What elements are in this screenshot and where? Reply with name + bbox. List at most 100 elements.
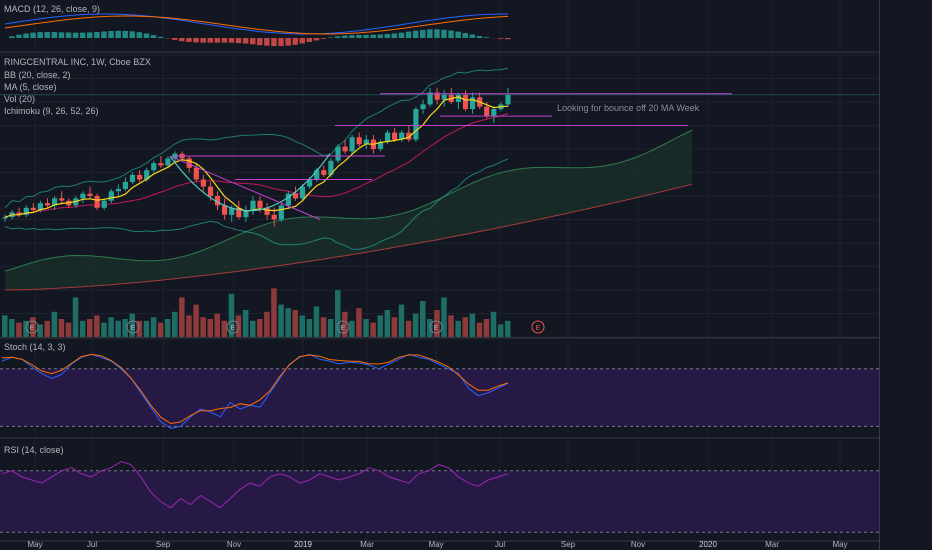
- candle-body: [462, 95, 469, 110]
- volume-bar: [108, 317, 114, 337]
- macd-histogram-bar: [441, 29, 447, 38]
- candle-body: [349, 137, 355, 152]
- candle-body: [314, 170, 320, 180]
- macd-histogram-bar: [398, 32, 405, 38]
- time-axis-label: Mar: [360, 540, 374, 549]
- volume-bar: [193, 304, 199, 337]
- candle-body: [207, 186, 214, 196]
- time-axis-label: May: [832, 540, 847, 549]
- macd-histogram-bar: [235, 38, 242, 44]
- volume-bar: [285, 308, 291, 337]
- candle-body: [392, 132, 398, 140]
- volume-bar: [214, 313, 220, 337]
- volume-bar: [412, 313, 419, 337]
- rsi-band: [0, 470, 880, 533]
- volume-bar: [94, 315, 100, 337]
- volume-bar: [278, 304, 284, 337]
- volume-bar: [349, 320, 355, 337]
- macd-histogram-bar: [434, 29, 440, 38]
- volume-bar: [505, 320, 511, 337]
- macd-histogram-bar: [186, 38, 192, 42]
- volume-bar: [186, 315, 192, 337]
- macd-histogram-bar: [349, 35, 355, 38]
- time-axis-label: Jul: [495, 540, 505, 549]
- macd-histogram-bar: [370, 34, 376, 38]
- macd-histogram-bar: [469, 34, 476, 38]
- earnings-label: E: [131, 325, 136, 332]
- macd-histogram-bar: [377, 34, 383, 38]
- stoch-title: Stoch (14, 3, 3): [4, 342, 66, 352]
- macd-histogram-bar: [271, 38, 277, 47]
- macd-histogram-bar: [129, 31, 135, 38]
- volume-bar: [405, 320, 412, 337]
- volume-bar: [342, 311, 348, 337]
- macd-histogram-bar: [242, 38, 249, 44]
- volume-bar: [228, 293, 235, 337]
- candle-body: [129, 174, 136, 182]
- candle-body: [23, 207, 29, 215]
- price-axis[interactable]: [879, 0, 932, 550]
- volume-bar: [391, 317, 398, 337]
- candle-body: [2, 217, 8, 219]
- macd-line: [4, 13, 508, 35]
- macd-histogram-bar: [150, 35, 157, 38]
- candle-body: [108, 191, 114, 201]
- volume-bar: [497, 324, 504, 337]
- candle-body: [470, 97, 476, 109]
- macd-histogram-bar: [72, 32, 79, 38]
- volume-bar: [65, 322, 72, 337]
- candle-body: [328, 160, 334, 175]
- candle-body: [165, 158, 171, 166]
- candle-body: [285, 193, 291, 206]
- volume-bar: [448, 315, 454, 337]
- earnings-marker: [25, 320, 39, 334]
- macd-histogram-bar: [257, 38, 263, 46]
- time-axis-label: 2019: [294, 540, 312, 549]
- volume-bar: [292, 310, 298, 337]
- macd-histogram-bar: [94, 32, 100, 38]
- macd-histogram-bar: [179, 38, 185, 42]
- volume-bar: [299, 315, 305, 337]
- candle-body: [406, 132, 412, 140]
- volume-bar: [242, 310, 249, 337]
- stoch-d-line: [1, 353, 509, 425]
- candle-body: [455, 95, 461, 102]
- volume-bar: [164, 319, 171, 337]
- earnings-marker: [126, 320, 140, 334]
- candle-body: [413, 109, 419, 140]
- candle-body: [193, 167, 199, 180]
- macd-histogram-bar: [462, 33, 468, 38]
- volume-bar: [434, 310, 440, 337]
- volume-bar: [490, 311, 497, 337]
- bb-upper: [4, 67, 509, 209]
- trend-line: [169, 155, 321, 220]
- macd-histogram-bar: [299, 38, 305, 44]
- volume-bar: [250, 320, 256, 337]
- macd-histogram-bar: [37, 32, 43, 38]
- ma5-line: [4, 96, 509, 218]
- candle-body: [335, 146, 341, 161]
- candle-body: [229, 207, 235, 215]
- volume-bar: [363, 319, 369, 337]
- candle-body: [484, 106, 490, 117]
- volume-bar: [30, 317, 36, 337]
- macd-histogram-bar: [157, 36, 164, 38]
- bb-basis: [4, 113, 509, 218]
- macd-histogram-bar: [122, 30, 128, 38]
- macd-histogram-bar: [9, 36, 15, 38]
- indicator-vol: Vol (20): [4, 94, 36, 104]
- candle-body: [356, 137, 362, 145]
- volume-bar: [271, 288, 277, 337]
- macd-histogram-bar: [420, 29, 426, 38]
- earnings-label: E: [536, 325, 541, 332]
- volume-bar: [441, 297, 447, 337]
- candle-body: [385, 132, 391, 142]
- time-axis-label: Sep: [561, 540, 576, 549]
- candle-body: [299, 186, 306, 199]
- volume-bar: [257, 319, 263, 337]
- macd-histogram-bar: [101, 31, 107, 38]
- candle-body: [101, 200, 107, 208]
- candle-body: [363, 139, 369, 145]
- volume-bar: [207, 319, 213, 337]
